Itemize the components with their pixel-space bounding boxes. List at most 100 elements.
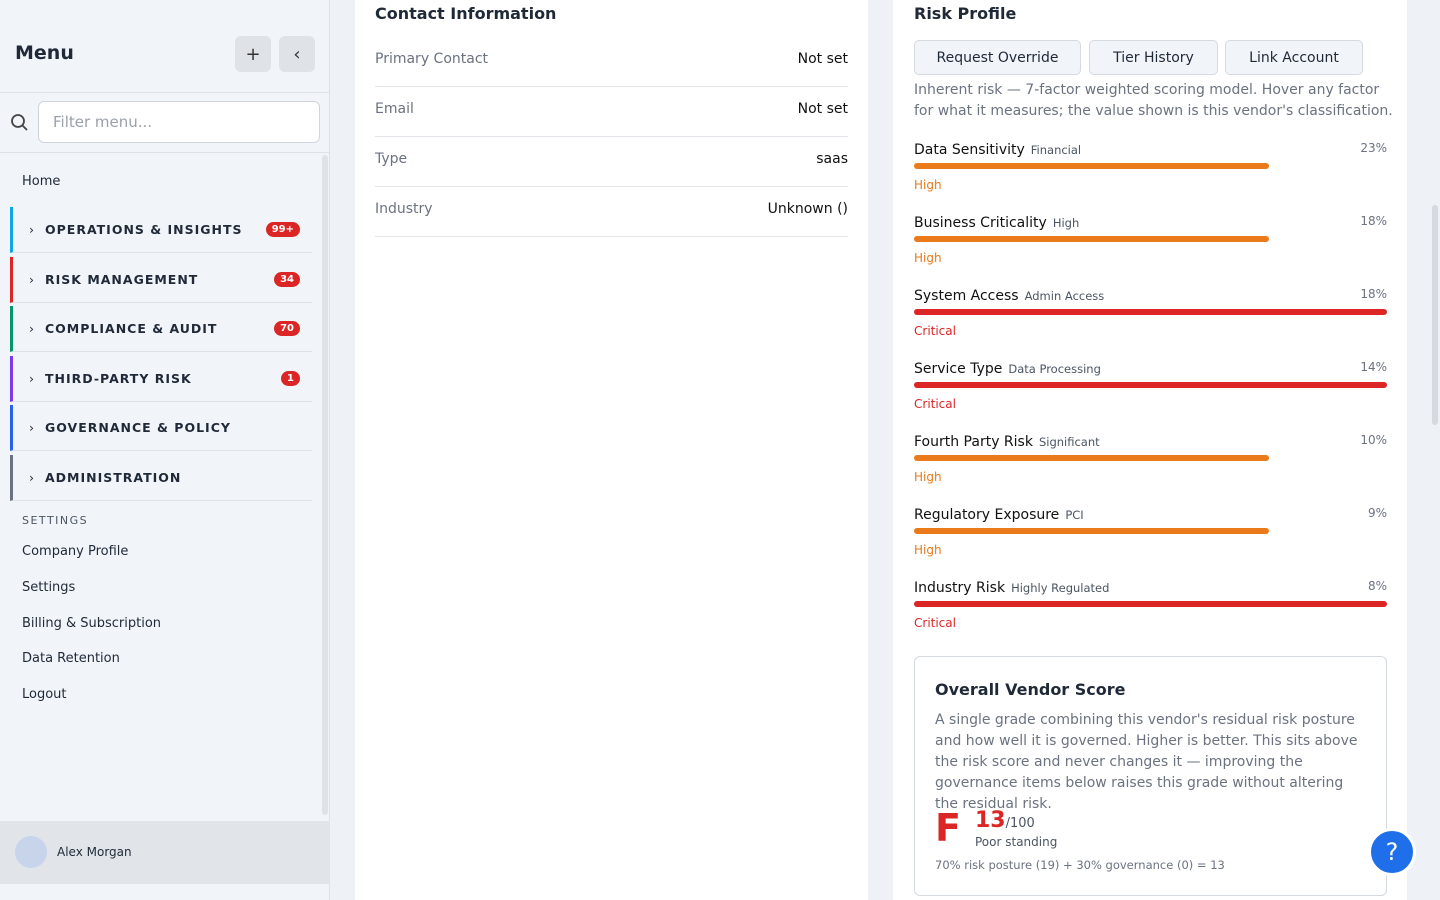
factor-bar [914, 601, 1387, 607]
contact-row: Type saas [375, 137, 848, 187]
factor-header[interactable]: Industry Risk Highly Regulated [914, 577, 1109, 596]
factor-detail: Financial [1030, 143, 1082, 157]
field-value: Not set [797, 101, 848, 117]
field-label: Type [375, 151, 408, 167]
factor-detail: Data Processing [1008, 362, 1101, 376]
field-value: saas [816, 151, 848, 167]
badge: 1 [281, 370, 300, 386]
scrollbar [322, 155, 328, 815]
chevron: › [29, 470, 35, 485]
help-button[interactable]: ? [1368, 828, 1416, 876]
factor-detail: Highly Regulated [1011, 581, 1110, 595]
nav-section[interactable]: › COMPLIANCE & AUDIT 70 [10, 306, 312, 353]
section-label: ADMINISTRATION [45, 470, 182, 485]
score-title: Overall Vendor Score [935, 680, 1126, 699]
section-label: THIRD-PARTY RISK [45, 370, 192, 386]
nav-section[interactable]: › ADMINISTRATION [10, 455, 312, 501]
action-button[interactable]: Request Override [914, 40, 1081, 75]
section-label: GOVERNANCE & POLICY [45, 420, 231, 436]
field-label: Primary Contact [375, 51, 489, 67]
contact-row: Primary Contact Not set [375, 37, 848, 87]
factor-bar [914, 309, 1387, 315]
collapse-button[interactable]: ‹ [279, 36, 315, 72]
factor-header[interactable]: Data Sensitivity Financial [914, 139, 1081, 158]
factor-detail: Admin Access [1024, 289, 1105, 303]
factor-weight: 10% [1360, 433, 1387, 447]
nav-item[interactable]: Data Retention [22, 651, 120, 667]
factor-level: High [914, 178, 942, 192]
formula: 70% risk posture (19) + 30% governance (… [935, 858, 1225, 872]
divider [0, 152, 330, 153]
factor-name: Service Type [914, 361, 1003, 377]
score-value: 13/100 [975, 808, 1035, 833]
standing: Poor standing [975, 835, 1058, 849]
factor-name: System Access [914, 288, 1019, 304]
factor-header[interactable]: System Access Admin Access [914, 285, 1104, 304]
factor-bar [914, 236, 1269, 242]
section-label: COMPLIANCE & AUDIT [45, 321, 218, 337]
factor-name: Data Sensitivity [914, 142, 1025, 158]
factor-detail: PCI [1065, 508, 1084, 522]
nav-item[interactable]: Logout [22, 687, 67, 703]
chevron: › [29, 321, 35, 337]
field-label: Email [375, 101, 414, 117]
nav-item[interactable]: Settings [22, 579, 76, 595]
factor-level: Critical [914, 324, 956, 338]
risk-description: Inherent risk — 7-factor weighted scorin… [914, 82, 1393, 119]
chevron: › [29, 370, 35, 386]
contact-row: Email Not set [375, 87, 848, 137]
factor-bar [914, 163, 1269, 169]
add-button[interactable]: + [235, 36, 271, 72]
avatar[interactable] [15, 836, 47, 868]
factor-header[interactable]: Service Type Data Processing [914, 358, 1101, 377]
nav-section[interactable]: › RISK MANAGEMENT 34 [10, 256, 312, 303]
nav-item[interactable]: Billing & Subscription [22, 615, 162, 631]
contact-title: Contact Information [375, 4, 557, 23]
nav-section[interactable]: › OPERATIONS & INSIGHTS 99+ [10, 207, 312, 253]
score-suffix: /100 [1005, 816, 1035, 831]
chevron: › [29, 222, 35, 237]
factor-weight: 14% [1360, 360, 1387, 374]
score-card [914, 656, 1387, 896]
risk-panel [893, 0, 1407, 900]
factor-level: Critical [914, 397, 956, 411]
factor-header[interactable]: Business Criticality High [914, 212, 1079, 231]
filter-input[interactable]: Filter menu... [38, 101, 320, 143]
factor-weight: 18% [1360, 287, 1387, 301]
badge: 34 [274, 271, 300, 287]
factor-weight: 8% [1367, 579, 1387, 593]
chevron: › [29, 420, 35, 436]
action-button[interactable]: Tier History [1089, 40, 1218, 75]
section-label: RISK MANAGEMENT [45, 271, 199, 287]
factor-level: High [914, 251, 942, 265]
action-button[interactable]: Link Account [1225, 40, 1363, 75]
factor-bar [914, 528, 1269, 534]
field-label: Industry [375, 201, 433, 217]
search-icon [11, 114, 28, 131]
nav-section[interactable]: › GOVERNANCE & POLICY [10, 405, 312, 452]
nav-item[interactable]: Company Profile [22, 544, 129, 559]
factor-name: Regulatory Exposure [914, 507, 1060, 523]
nav-home[interactable]: Home [22, 174, 61, 189]
user-name[interactable]: Alex Morgan [57, 845, 132, 859]
nav-section[interactable]: › THIRD-PARTY RISK 1 [10, 355, 312, 402]
factor-weight: 18% [1360, 214, 1387, 228]
scrollbar [1432, 205, 1438, 425]
badge: 70 [274, 321, 300, 337]
factor-level: High [914, 543, 942, 557]
risk-title: Risk Profile [914, 4, 1017, 23]
factor-header[interactable]: Regulatory Exposure PCI [914, 504, 1084, 523]
field-value: Unknown () [767, 201, 848, 217]
field-value: Not set [797, 51, 848, 67]
contact-panel [355, 0, 868, 900]
factor-weight: 23% [1360, 141, 1387, 155]
sidebar [0, 0, 330, 900]
divider [0, 92, 330, 93]
factor-level: Critical [914, 616, 956, 630]
contact-row: Industry Unknown () [375, 187, 848, 237]
factor-name: Industry Risk [914, 580, 1006, 596]
grade: F [935, 806, 961, 850]
factor-header[interactable]: Fourth Party Risk Significant [914, 431, 1100, 450]
factor-detail: Significant [1038, 435, 1100, 449]
